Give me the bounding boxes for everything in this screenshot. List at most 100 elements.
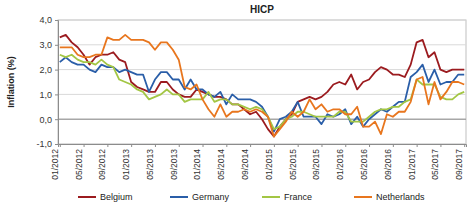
- legend-label: Germany: [192, 192, 230, 202]
- y-tick-label: 2,0: [39, 65, 52, 75]
- x-tick-mark: [393, 144, 394, 147]
- legend-swatch: [354, 196, 372, 198]
- x-axis-line: [59, 145, 467, 148]
- x-tick-label: 01/2015: [264, 149, 274, 180]
- y-axis-title: Inflation (%): [6, 56, 16, 108]
- x-tick-label: 09/2012: [97, 149, 107, 180]
- x-tick-label: 01/2014: [192, 149, 202, 180]
- plot-frame: [58, 20, 466, 144]
- x-tick-mark: [155, 144, 156, 147]
- x-tick-label: 09/2013: [169, 149, 179, 180]
- y-tick-label: -1,0: [36, 139, 52, 149]
- x-tick-label: 09/2014: [240, 149, 250, 180]
- x-tick-mark: [226, 144, 227, 147]
- x-tick: 01/2014: [192, 144, 203, 180]
- series-line: [60, 57, 464, 131]
- x-tick-mark: [440, 144, 441, 147]
- x-tick-label: 01/2017: [407, 149, 417, 180]
- y-tick-label: 3,0: [39, 40, 52, 50]
- grid-line: [58, 69, 466, 70]
- chart-title: HICP: [250, 4, 274, 15]
- x-tick-label: 05/2016: [359, 149, 369, 180]
- y-tick: 2,0: [39, 65, 58, 75]
- x-tick-mark: [321, 144, 322, 147]
- legend-label: Belgium: [100, 192, 133, 202]
- y-tick: 1,0: [39, 90, 58, 100]
- legend-label: France: [284, 192, 312, 202]
- x-tick-label: 05/2015: [288, 149, 298, 180]
- y-axis-line: [55, 21, 59, 145]
- legend-item: Germany: [170, 192, 230, 202]
- y-tick-label: 4,0: [39, 15, 52, 25]
- x-tick: 09/2014: [240, 144, 251, 180]
- y-axis: -1,0 0,0 1,0 2,0 3,0 4,0: [36, 15, 58, 149]
- x-tick-mark: [131, 144, 132, 147]
- legend-item: Netherlands: [354, 192, 425, 202]
- y-tick: 0,0: [39, 115, 58, 125]
- x-tick: 09/2015: [311, 144, 322, 180]
- legend-label: Netherlands: [376, 192, 425, 202]
- x-tick: 09/2012: [97, 144, 108, 180]
- grid-line: [58, 94, 466, 95]
- x-tick-mark: [84, 144, 85, 147]
- x-tick-mark: [179, 144, 180, 147]
- x-tick-label: 09/2016: [383, 149, 393, 180]
- x-tick: 05/2017: [430, 144, 441, 180]
- x-tick-label: 05/2014: [216, 149, 226, 180]
- x-tick-mark: [464, 144, 465, 147]
- x-tick-label: 01/2013: [121, 149, 131, 180]
- legend: Belgium Germany France Netherlands: [78, 192, 425, 202]
- y-tick-mark: [55, 94, 58, 95]
- y-tick: 4,0: [39, 15, 58, 25]
- legend-swatch: [78, 196, 96, 198]
- grid-line: [58, 20, 466, 21]
- x-tick-mark: [345, 144, 346, 147]
- series-line: [60, 35, 464, 137]
- x-tick-mark: [60, 144, 61, 147]
- legend-item: Belgium: [78, 192, 133, 202]
- grid-line: [58, 44, 466, 45]
- y-tick-mark: [55, 70, 58, 71]
- x-tick: 01/2016: [335, 144, 346, 180]
- x-tick-label: 09/2015: [311, 149, 321, 180]
- y-tick-mark: [55, 20, 58, 21]
- x-axis: 01/2012 05/2012 09/2012 01/2013 05/2013 09/20…: [50, 144, 467, 180]
- x-tick-label: 05/2013: [145, 149, 155, 180]
- y-tick-mark: [55, 119, 58, 120]
- legend-swatch: [262, 196, 280, 198]
- x-tick: 01/2015: [264, 144, 275, 180]
- y-tick-label: 1,0: [39, 90, 52, 100]
- series-lines: [60, 35, 464, 137]
- x-tick: 01/2017: [407, 144, 418, 180]
- x-tick: 09/2016: [383, 144, 394, 180]
- series-line: [60, 55, 464, 129]
- x-tick: 09/2013: [169, 144, 180, 180]
- legend-item: France: [262, 192, 312, 202]
- x-tick: 05/2016: [359, 144, 370, 180]
- x-tick: 05/2015: [288, 144, 299, 180]
- x-tick-label: 09/2017: [454, 149, 464, 180]
- x-tick: 05/2012: [74, 144, 85, 180]
- x-tick: 05/2014: [216, 144, 227, 180]
- x-tick: 09/2017: [454, 144, 465, 180]
- x-tick-mark: [250, 144, 251, 147]
- y-tick-mark: [55, 144, 58, 145]
- x-tick: 01/2013: [121, 144, 132, 180]
- x-tick-mark: [203, 144, 204, 147]
- x-tick-mark: [417, 144, 418, 147]
- x-tick-label: 01/2016: [335, 149, 345, 180]
- x-tick-label: 05/2017: [430, 149, 440, 180]
- x-tick: 05/2013: [145, 144, 156, 180]
- x-tick-mark: [274, 144, 275, 147]
- series-line: [60, 35, 464, 137]
- x-tick-label: 01/2012: [50, 149, 60, 180]
- x-tick-mark: [107, 144, 108, 147]
- x-tick-label: 05/2012: [74, 149, 84, 180]
- chart: -1,0 0,0 1,0 2,0 3,0 4,0 01/2012 05/2012 09/2012…: [0, 0, 474, 206]
- legend-swatch: [170, 196, 188, 198]
- grid: [58, 20, 466, 144]
- y-tick-label: 0,0: [39, 115, 52, 125]
- y-tick-mark: [55, 45, 58, 46]
- y-tick: 3,0: [39, 40, 58, 50]
- x-tick: 01/2012: [50, 144, 61, 180]
